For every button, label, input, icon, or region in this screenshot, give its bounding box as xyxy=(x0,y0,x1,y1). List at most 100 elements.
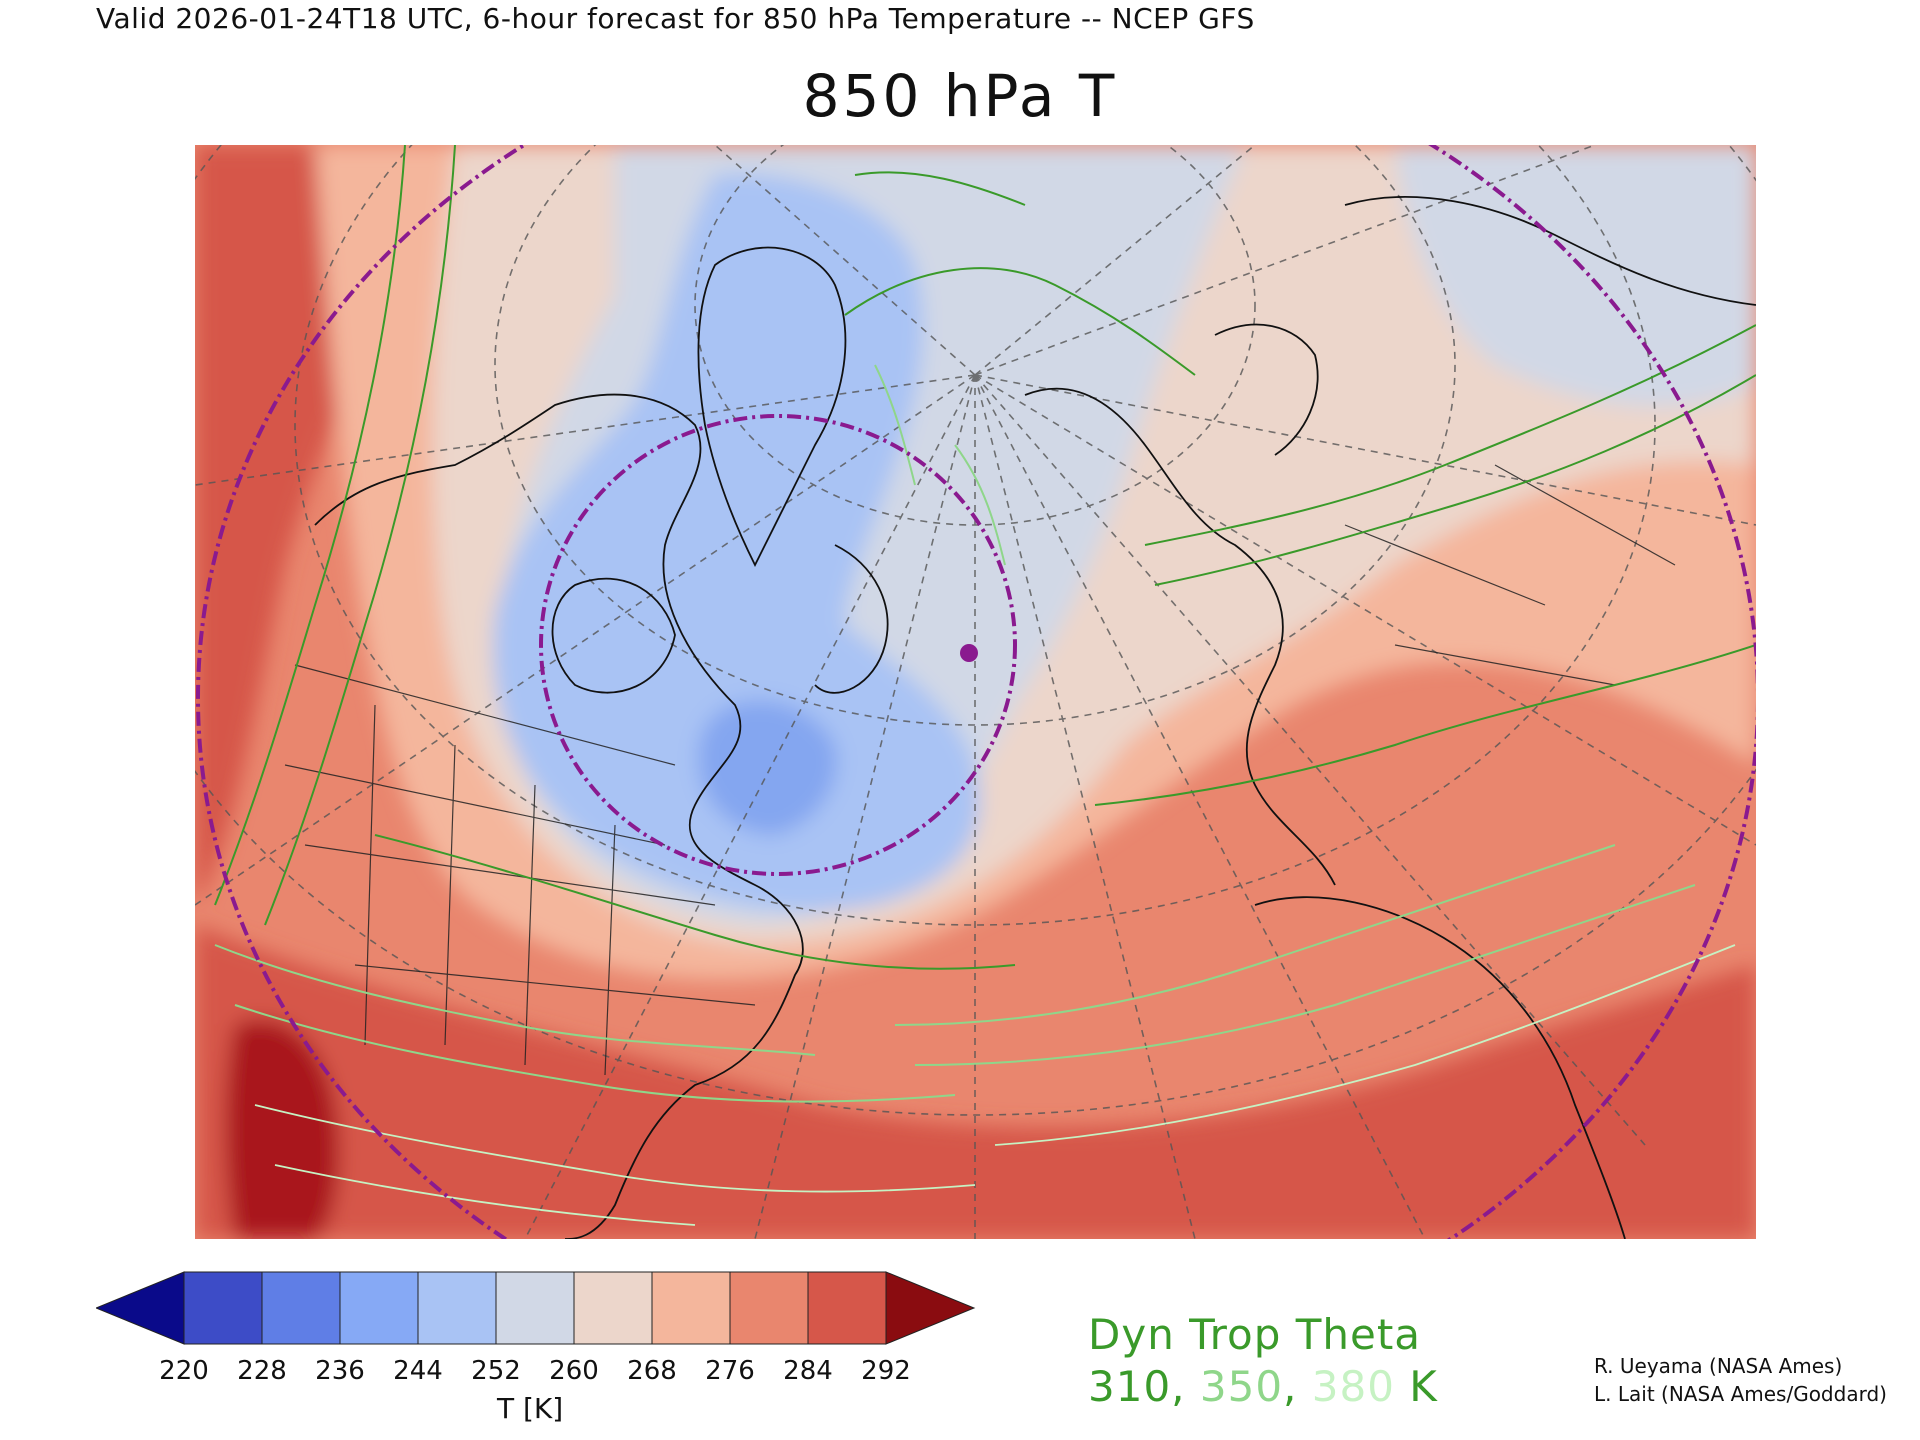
boundary-line xyxy=(284,764,666,846)
theta-350-contours xyxy=(214,364,1696,1103)
map-title: 850 hPa T xyxy=(802,62,1118,130)
colorbar-arrow-low xyxy=(96,1271,185,1345)
boundaries xyxy=(284,464,1676,1076)
boundary-line xyxy=(304,844,716,906)
boundary-line xyxy=(294,664,676,766)
boundary-line xyxy=(524,784,536,1066)
legend-theta-value: 310 xyxy=(1088,1362,1172,1411)
forecast-valid-line: Valid 2026-01-24T18 UTC, 6-hour forecast… xyxy=(96,2,1255,35)
coastline-africa xyxy=(1254,896,1626,1239)
theta-310-contour xyxy=(1094,644,1756,806)
temperature-field xyxy=(195,145,1756,1239)
colorbar-tick-label: 244 xyxy=(393,1356,443,1386)
legend-separator: , xyxy=(1171,1362,1200,1411)
colorbar-cell xyxy=(495,1271,575,1345)
theta-350-contour xyxy=(214,944,816,1056)
colorbar-cell xyxy=(417,1271,497,1345)
colorbar-tick-label: 268 xyxy=(627,1356,677,1386)
region-warm-northwest xyxy=(195,145,455,905)
theta-350-contour xyxy=(954,444,1006,566)
theta-380-contour xyxy=(254,1104,976,1193)
boundary-line xyxy=(444,744,456,1046)
boundary-line xyxy=(364,704,376,1046)
meridian xyxy=(974,145,1256,376)
theta-380-contours xyxy=(254,944,1736,1226)
coastline-scandinavia xyxy=(1214,323,1319,456)
theta-350-contour xyxy=(874,364,916,486)
meridian xyxy=(974,374,1646,1146)
meridian xyxy=(195,374,976,906)
theta-310-contour xyxy=(1154,374,1756,586)
legend-values: 310, 350, 380 K xyxy=(1088,1362,1438,1411)
colorbar-tick-label: 292 xyxy=(861,1356,911,1386)
credit-line-1: R. Ueyama (NASA Ames) xyxy=(1594,1354,1843,1378)
boundary-line xyxy=(354,964,756,1006)
coastline-europe xyxy=(1024,387,1336,886)
latitude-circle xyxy=(494,145,1456,726)
coastlines xyxy=(314,196,1756,1239)
region-coldest-core xyxy=(698,700,837,835)
region-cold-greenland xyxy=(768,250,875,363)
meridian xyxy=(974,374,1756,526)
theta-350-contour xyxy=(894,844,1616,1026)
theta-310-contour xyxy=(214,145,406,906)
colorbar-cell xyxy=(339,1271,419,1345)
colorbar-cells xyxy=(96,1271,976,1345)
theta-310-contour xyxy=(844,267,1196,376)
theta-380-contour xyxy=(994,944,1736,1146)
colorbar-tick-label: 236 xyxy=(315,1356,365,1386)
boundary-line xyxy=(1394,644,1616,686)
region-cold xyxy=(493,173,981,912)
region-cool-northeast xyxy=(1395,145,1756,407)
legend-theta-value: 350 xyxy=(1199,1362,1284,1411)
meridian xyxy=(974,374,1426,1239)
latitude-circle xyxy=(294,145,1656,926)
theta-310-contours xyxy=(214,145,1756,970)
coastline-greenland xyxy=(697,246,847,568)
theta-380-contour xyxy=(274,1164,696,1226)
meridian xyxy=(195,374,976,486)
colorbar-tick-label: 228 xyxy=(237,1356,287,1386)
coastline-labrador xyxy=(814,544,889,694)
colorbar-tick-labels: 220 228 236 244 252 260 268 276 284 292 xyxy=(0,1356,1920,1396)
legend-theta-value: 380 xyxy=(1311,1362,1395,1411)
inner-distance-circle xyxy=(539,414,1017,876)
colorbar-unit: T [K] xyxy=(497,1392,564,1425)
meridian xyxy=(974,145,1596,376)
meridian xyxy=(974,374,1196,1239)
colorbar-cell xyxy=(651,1271,731,1345)
location-marker xyxy=(960,644,978,662)
colorbar-cell xyxy=(261,1271,341,1345)
colorbar-tick-label: 284 xyxy=(783,1356,833,1386)
theta-310-contour xyxy=(374,834,1016,970)
theta-350-contour xyxy=(914,884,1696,1066)
boundary-line xyxy=(604,824,616,1076)
credit-line-2: L. Lait (NASA Ames/Goddard) xyxy=(1594,1382,1887,1406)
legend-unit: K xyxy=(1394,1362,1438,1411)
colorbar-tick-label: 260 xyxy=(549,1356,599,1386)
colorbar-cell xyxy=(807,1271,887,1345)
distance-circles xyxy=(196,145,1756,1239)
theta-310-contour xyxy=(1144,324,1756,546)
region-extreme-warm xyxy=(225,1019,339,1239)
theta-350-contour xyxy=(234,1004,956,1103)
meridian xyxy=(714,145,976,376)
colorbar-arrow-high xyxy=(885,1271,976,1345)
theta-310-contour xyxy=(854,171,1026,206)
legend-separator: , xyxy=(1283,1362,1312,1411)
map-panel xyxy=(195,145,1756,1239)
meridian xyxy=(974,374,1756,846)
coastline-north-america xyxy=(314,393,804,1239)
coastline-hudson-bay xyxy=(551,577,676,694)
colorbar-cell xyxy=(183,1271,263,1345)
colorbar-tick-label: 276 xyxy=(705,1356,755,1386)
graticule xyxy=(195,145,1756,1239)
meridian xyxy=(524,374,976,1239)
outer-distance-circle xyxy=(196,145,1756,1239)
theta-310-contour xyxy=(264,145,456,926)
colorbar xyxy=(96,1271,976,1345)
legend-title: Dyn Trop Theta xyxy=(1088,1310,1422,1359)
boundary-line xyxy=(1344,524,1546,606)
region-warm-south xyxy=(195,925,1756,1239)
latitude-circle xyxy=(195,145,1756,1116)
